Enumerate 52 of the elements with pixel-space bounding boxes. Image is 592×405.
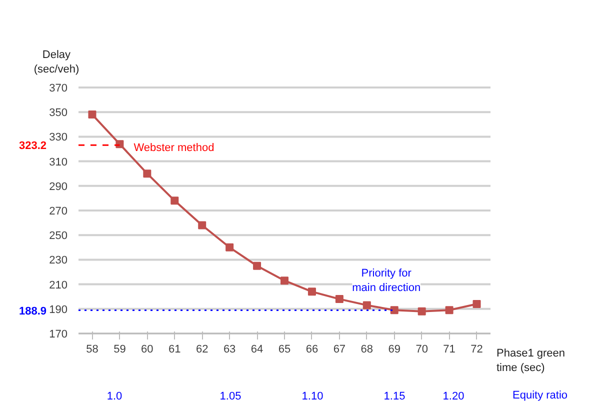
x-tick-label: 69 bbox=[388, 344, 400, 356]
text: 1.10 bbox=[302, 390, 324, 402]
y-tick-label: 210 bbox=[49, 279, 68, 292]
text: Equity ratio bbox=[512, 390, 568, 402]
x-tick-label: 61 bbox=[168, 344, 181, 356]
y-tick-label: 330 bbox=[49, 132, 68, 144]
annotation: Priority for main direction bbox=[352, 268, 421, 294]
x-tick-label: 71 bbox=[443, 344, 456, 356]
point bbox=[308, 288, 316, 296]
point bbox=[88, 110, 96, 119]
point bbox=[362, 301, 371, 310]
x-tick-label: 68 bbox=[360, 344, 374, 356]
x-tick-label: 65 bbox=[278, 344, 291, 356]
y-tick-label: 230 bbox=[49, 254, 68, 267]
x-tick-label: 58 bbox=[86, 344, 98, 356]
x-tick-label: 59 bbox=[114, 344, 126, 356]
point bbox=[335, 295, 344, 304]
text: 1.15 bbox=[384, 390, 406, 402]
y-tick-label: 370 bbox=[49, 82, 68, 94]
x-tick-label: 66 bbox=[306, 344, 318, 356]
point bbox=[390, 306, 398, 314]
x-tick-label: 72 bbox=[470, 344, 483, 356]
point bbox=[170, 196, 179, 205]
annotation: Webster method bbox=[134, 142, 214, 154]
point bbox=[472, 300, 481, 308]
point bbox=[253, 262, 262, 270]
y-tick-label: 170 bbox=[49, 328, 68, 340]
point bbox=[143, 170, 152, 178]
point bbox=[226, 243, 234, 252]
y-tick-label: 270 bbox=[49, 206, 68, 218]
ref-line-label: 323.2 bbox=[18, 140, 47, 152]
text: 1.20 bbox=[442, 390, 464, 402]
x-tick-label: 62 bbox=[196, 344, 208, 356]
text: 1.05 bbox=[220, 390, 242, 402]
x-tick-label: 60 bbox=[141, 344, 154, 356]
y-tick-label: 350 bbox=[49, 107, 68, 120]
x-tick-label: 70 bbox=[416, 344, 428, 356]
ref-line-label: 188.9 bbox=[18, 305, 47, 318]
x-tick-label: 63 bbox=[223, 344, 236, 356]
point bbox=[445, 306, 454, 314]
point bbox=[198, 221, 206, 230]
y-tick-label: 290 bbox=[49, 180, 68, 193]
y-tick-label: 250 bbox=[49, 230, 68, 242]
point bbox=[418, 307, 426, 316]
text: 1.0 bbox=[106, 390, 122, 402]
point bbox=[280, 276, 288, 285]
x-axis-title: Phase1 green time (sec) bbox=[496, 348, 565, 374]
x-tick-label: 64 bbox=[250, 344, 264, 356]
y-tick-label: 190 bbox=[49, 304, 68, 316]
x-tick-label: 67 bbox=[333, 344, 346, 356]
y-axis-title: Delay (sec/veh) bbox=[34, 49, 80, 76]
y-tick-label: 310 bbox=[49, 156, 68, 168]
